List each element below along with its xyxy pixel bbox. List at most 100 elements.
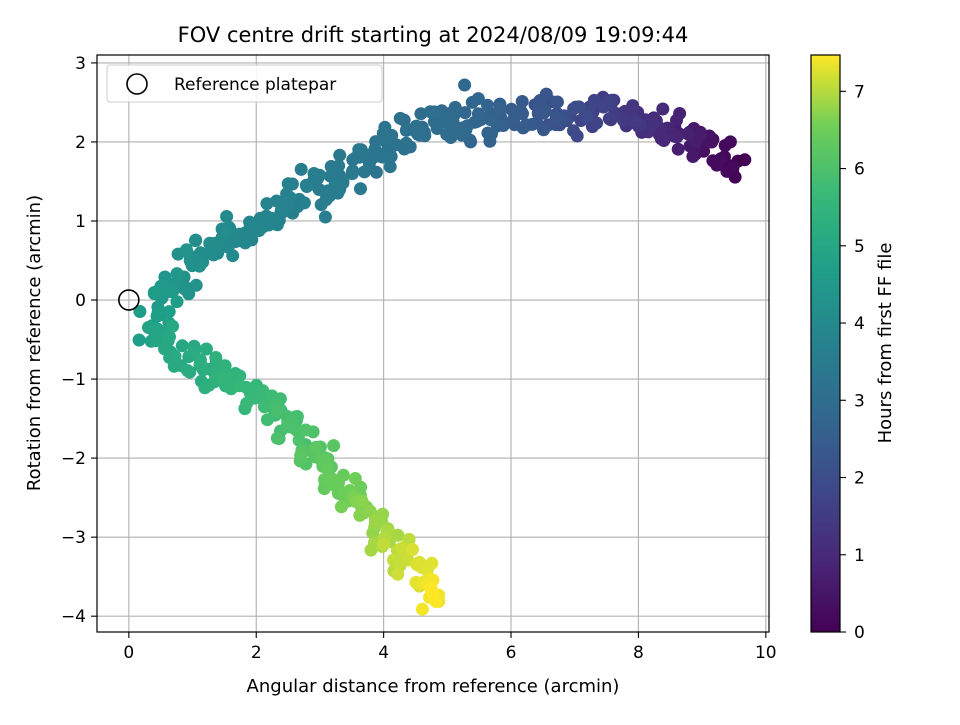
x-tick-label: 10 <box>755 643 777 663</box>
scatter-point <box>464 135 478 149</box>
scatter-point <box>720 164 734 178</box>
colorbar-ticks: 0 1 2 3 4 5 6 7 <box>840 82 865 643</box>
scatter-point <box>345 167 359 181</box>
scatter-point <box>671 142 685 156</box>
x-tick-label: 0 <box>123 643 134 663</box>
scatter-point <box>166 319 180 333</box>
scatter-point <box>170 267 184 281</box>
scatter-point <box>580 110 594 124</box>
scatter-point <box>264 211 278 225</box>
legend-marker-icon <box>126 73 148 95</box>
scatter-point <box>629 114 642 128</box>
scatter-point <box>596 100 610 114</box>
scatter-point <box>354 182 367 196</box>
legend: Reference platepar <box>106 64 383 103</box>
scatter-point <box>320 188 333 202</box>
scatter-point <box>646 117 660 130</box>
scatter-point <box>550 95 564 109</box>
scatter-point <box>321 462 334 476</box>
scatter-point <box>391 567 405 581</box>
scatter-point <box>202 245 216 259</box>
x-tick-label: 8 <box>633 643 644 663</box>
scatter-point <box>244 227 258 241</box>
scatter-point <box>281 177 295 191</box>
scatter-point <box>220 210 234 223</box>
scatter-point <box>254 212 268 226</box>
scatter-point <box>484 113 497 127</box>
scatter-point <box>531 106 545 120</box>
colorbar-tick-label: 5 <box>854 237 865 257</box>
x-tick-label: 6 <box>506 643 517 663</box>
colorbar-label: Hours from first FF file <box>875 243 896 444</box>
scatter-point <box>657 134 671 147</box>
scatter-point <box>326 478 340 491</box>
y-tick-label: 2 <box>75 133 86 153</box>
scatter-point <box>410 557 423 571</box>
scatter-point <box>185 257 199 271</box>
data-points <box>132 78 752 616</box>
scatter-point <box>626 99 640 113</box>
scatter-point <box>356 147 370 161</box>
scatter-point <box>402 532 416 546</box>
y-tick-label: −1 <box>61 370 86 390</box>
scatter-point <box>656 102 670 116</box>
x-tick-label: 2 <box>251 643 262 663</box>
scatter-point <box>181 364 194 377</box>
scatter-point <box>437 114 451 128</box>
scatter-point <box>572 100 586 114</box>
scatter-point <box>234 234 248 248</box>
scatter-point <box>714 152 728 166</box>
scatter-point <box>348 472 362 485</box>
scatter-point <box>686 150 700 163</box>
y-tick-label: 0 <box>75 291 86 311</box>
scatter-point <box>427 105 441 119</box>
scatter-point <box>334 500 348 514</box>
scatter-point <box>307 167 321 180</box>
scatter-point <box>481 98 494 112</box>
scatter-point <box>549 111 563 125</box>
scatter-point <box>493 103 507 117</box>
scatter-point <box>198 381 212 395</box>
scatter-point <box>355 494 369 508</box>
y-axis-label: Rotation from reference (arcmin) <box>24 195 45 491</box>
scatter-point <box>314 198 328 212</box>
y-axis-ticks: −4 −3 −2 −1 0 1 2 3 <box>61 54 97 627</box>
scatter-point <box>199 342 213 356</box>
scatter-point <box>280 200 294 214</box>
colorbar-tick-label: 0 <box>854 623 865 643</box>
scatter-point <box>219 225 233 239</box>
scatter-point <box>590 116 604 130</box>
scatter-point <box>132 333 146 347</box>
scatter-point <box>415 127 429 141</box>
x-axis-ticks: 0 2 4 6 8 10 <box>123 632 777 663</box>
scatter-point <box>602 112 616 126</box>
colorbar: 0 1 2 3 4 5 6 7 Hours from first FF file <box>810 54 896 643</box>
scatter-point <box>456 121 470 135</box>
scatter-point <box>406 543 419 556</box>
scatter-point <box>189 233 203 247</box>
scatter-point <box>471 92 485 106</box>
scatter-point <box>177 278 191 292</box>
scatter-point <box>300 180 314 193</box>
legend-box <box>106 64 383 103</box>
scatter-point <box>723 135 737 149</box>
scatter-point <box>485 127 498 141</box>
scatter-point <box>415 602 429 616</box>
scatter-point <box>519 118 533 132</box>
scatter-point <box>297 196 311 210</box>
colorbar-tick-label: 4 <box>854 314 865 334</box>
scatter-point <box>357 165 371 179</box>
scatter-point <box>147 287 161 301</box>
scatter-point <box>271 405 285 418</box>
scatter-point <box>458 106 472 120</box>
scatter-point <box>162 330 176 344</box>
colorbar-tick-label: 3 <box>854 391 865 411</box>
scatter-point <box>533 94 547 107</box>
scatter-point <box>395 541 409 555</box>
scatter-point <box>328 178 342 192</box>
scatter-point <box>379 135 393 149</box>
scatter-point <box>294 448 308 462</box>
scatter-point <box>327 439 341 453</box>
